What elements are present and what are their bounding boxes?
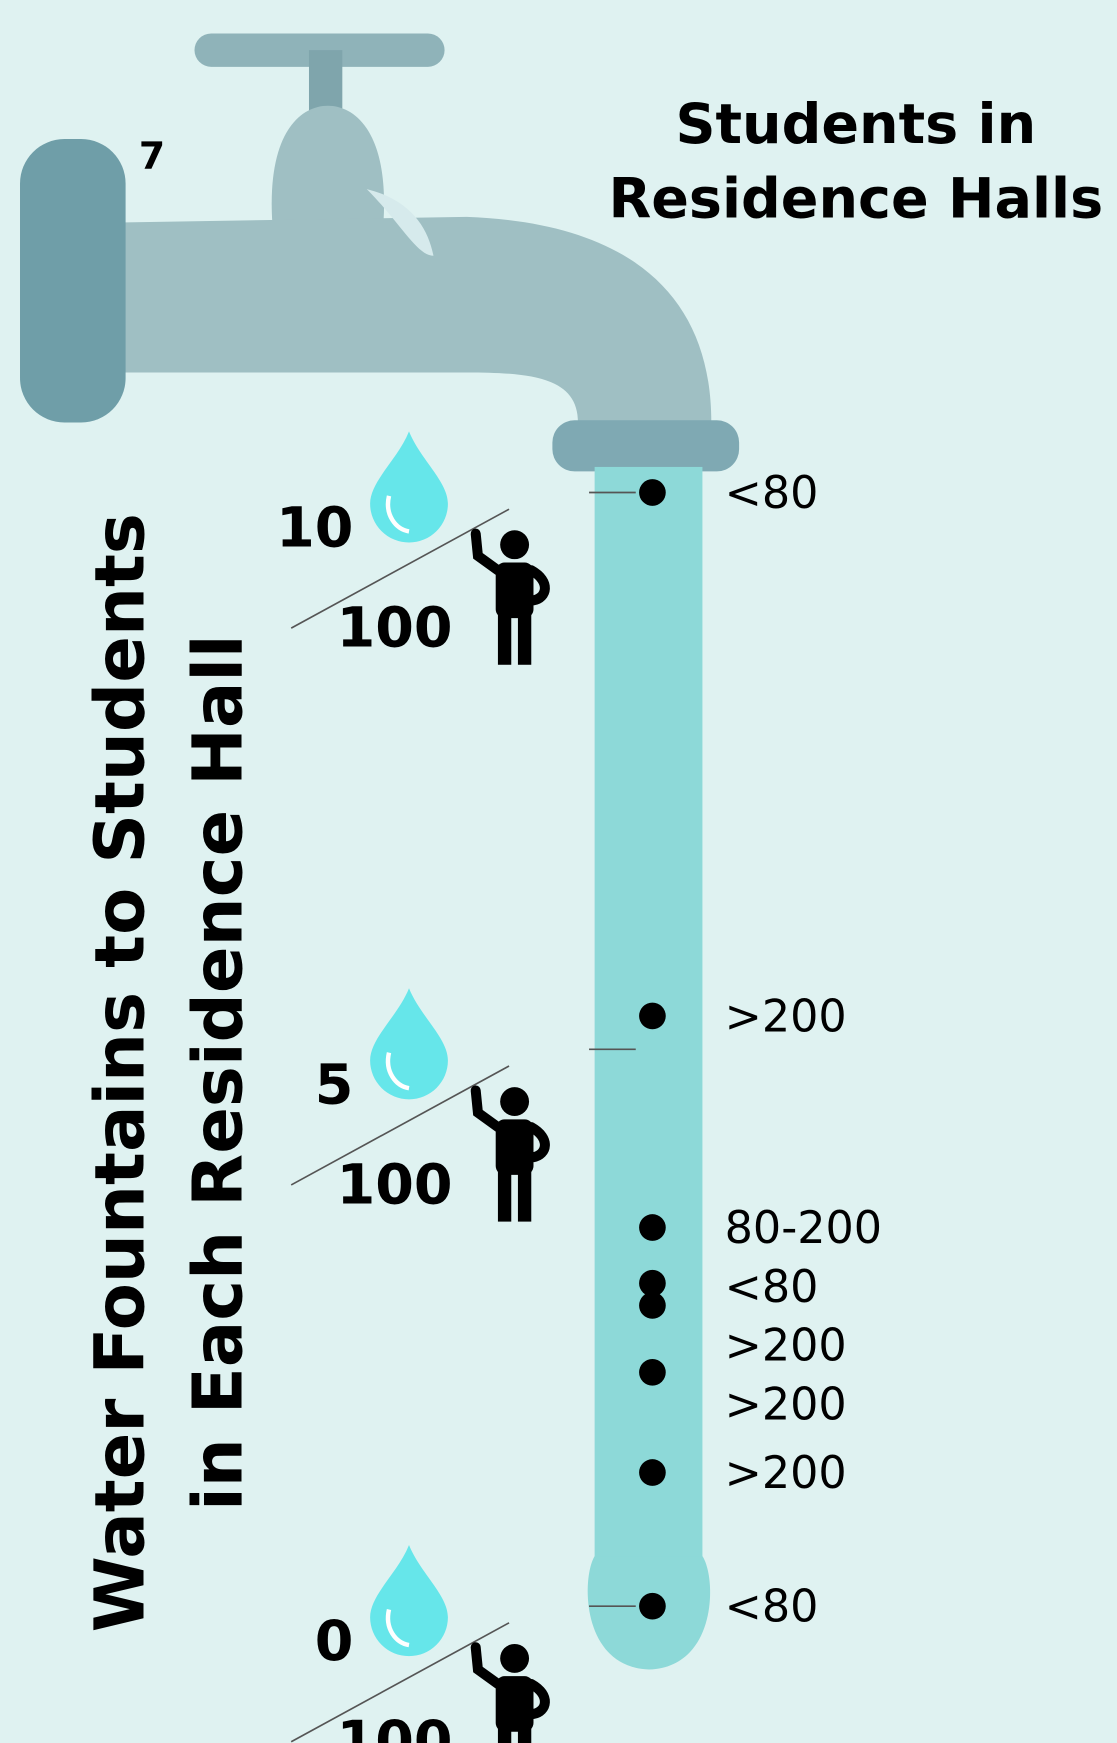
y-tick-denominator: 100 [337,1709,453,1743]
person-body [495,1119,534,1175]
droplet-icon [370,988,448,1100]
person-arm [526,1678,550,1719]
droplet-icon [370,431,448,543]
fraction-line [290,1622,510,1743]
point-label: >200 [725,1380,847,1431]
dot [639,1002,666,1030]
person-body [495,1676,534,1732]
droplet-shine [385,1608,410,1648]
person-body [495,562,534,619]
person-leg [497,1722,512,1743]
person-leg [517,1722,532,1743]
dot [639,1214,666,1241]
chart-title: Students in [675,92,1036,157]
person-leg [497,1166,512,1222]
dot [639,479,666,506]
droplet-shine [385,495,410,534]
dot [639,1358,666,1386]
droplet-icon [370,1545,448,1657]
y-axis-label: in Each Residence Hall [178,634,258,1510]
y-tick-denominator: 100 [337,596,453,661]
y-tick-denominator: 100 [337,1152,453,1217]
water-stream [587,466,711,1670]
person-head [500,530,530,560]
person-arm [526,1122,550,1163]
y-axis-label: Water Fountains to Students [81,513,161,1632]
y-tick-label: 0 [315,1609,354,1674]
person-head [500,1087,530,1117]
dot [639,1292,666,1319]
person-arm [470,1085,503,1133]
point-label: <80 [725,1581,819,1632]
faucet [20,33,740,472]
person-arm [526,565,550,606]
point-label: 80-200 [725,1203,882,1254]
point-label: >200 [725,1321,847,1372]
chart-title: Residence Halls [608,167,1103,232]
fraction-line [290,508,510,629]
person-leg [517,609,532,665]
person-leg [497,609,512,665]
person-icon [470,1085,550,1222]
point-label: >200 [725,991,847,1042]
person-icon [470,528,550,665]
dot [639,1592,666,1620]
person-arm [470,528,503,576]
point-label: >200 [725,1448,847,1499]
dot [639,1459,666,1486]
person-head [500,1643,530,1673]
annotation: 7 [139,133,165,177]
person-leg [517,1166,532,1222]
dot [639,1269,666,1297]
person-arm [470,1642,503,1689]
y-tick-label: 5 [315,1052,354,1117]
droplet-shine [385,1052,410,1091]
fraction-line [290,1065,510,1186]
person-icon [470,1642,550,1743]
point-label: <80 [725,468,819,519]
y-tick-label: 10 [276,496,353,561]
point-label: <80 [725,1262,819,1313]
